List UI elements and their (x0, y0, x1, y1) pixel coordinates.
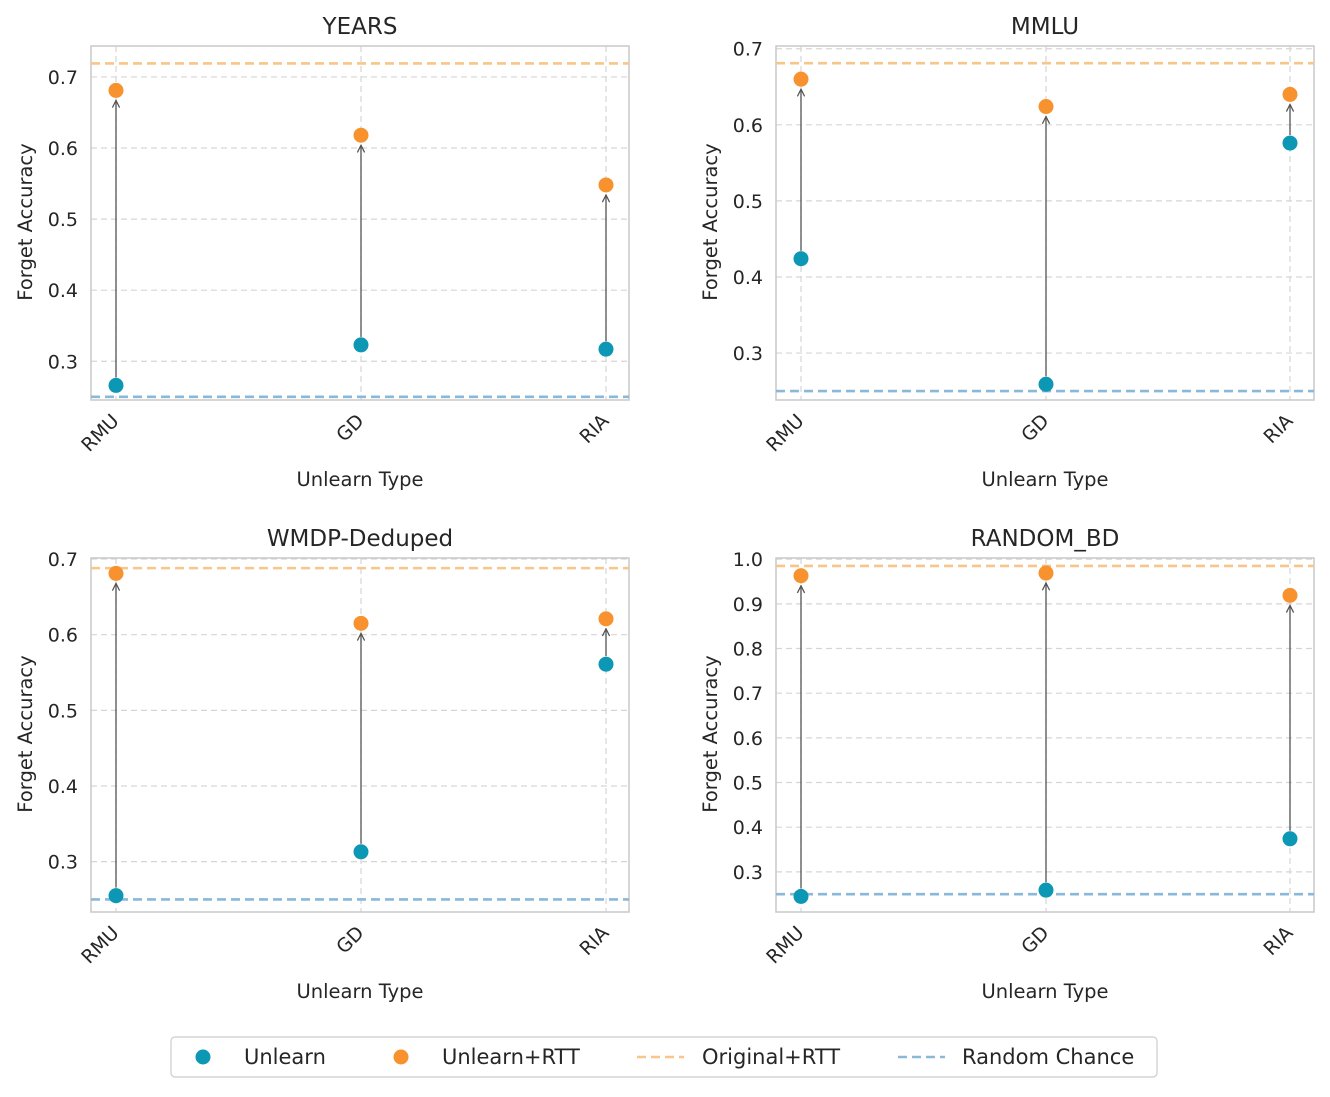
y-tick-label: 0.4 (48, 280, 78, 302)
y-tick-label: 0.3 (48, 852, 78, 874)
unlearn-point (108, 377, 124, 393)
axes-frame (775, 557, 1315, 913)
y-tick-label: 0.3 (733, 862, 763, 884)
y-tick-label: 0.5 (733, 191, 763, 213)
legend-random-chance-label: Random Chance (962, 1045, 1134, 1069)
legend-frame (170, 1036, 1158, 1078)
y-tick-label: 0.6 (48, 138, 78, 160)
unlearn-rtt-point (793, 568, 809, 584)
y-tick-label: 0.3 (733, 343, 763, 365)
subplot-title: MMLU (1011, 14, 1079, 40)
x-tick-label: GD (332, 922, 368, 958)
unlearn-rtt-point (108, 565, 124, 581)
y-tick-label: 0.7 (48, 67, 78, 89)
subplot-wmdp-deduped: 0.3 0.4 0.5 0.6 0.7 RMU GD RIA WMDP-Deduped Unl… (14, 526, 630, 1003)
x-tick-label: GD (332, 410, 368, 446)
unlearn-rtt-point (1038, 99, 1054, 115)
unlearn-rtt-point (353, 127, 369, 143)
legend-unlearn-rtt-label: Unlearn+RTT (442, 1045, 580, 1069)
axes-frame (90, 557, 630, 913)
y-axis-label: Forget Accuracy (699, 655, 722, 812)
y-tick-label: 0.3 (48, 351, 78, 373)
y-tick-label: 0.5 (48, 700, 78, 722)
unlearn-point (353, 844, 369, 860)
y-tick-label: 0.9 (733, 594, 763, 616)
legend-unlearn-marker (195, 1049, 211, 1065)
unlearn-point (1038, 376, 1054, 392)
subplot-title: WMDP-Deduped (267, 526, 453, 552)
y-tick-label: 0.6 (48, 625, 78, 647)
x-axis-label: Unlearn Type (981, 468, 1108, 491)
unlearn-point (793, 888, 809, 904)
y-tick-label: 0.4 (48, 776, 78, 798)
unlearn-rtt-point (1038, 565, 1054, 581)
plot-area: 0.3 0.4 0.5 0.6 0.7 RMU GD RIA (733, 39, 1315, 456)
x-tick-label: RIA (1259, 410, 1297, 448)
unlearn-point (1038, 882, 1054, 898)
y-tick-label: 0.5 (733, 773, 763, 795)
y-axis-label: Forget Accuracy (14, 143, 37, 300)
unlearn-point (1282, 135, 1298, 151)
plot-area: 0.3 0.4 0.5 0.6 0.7 0.8 0.9 1.0 RMU GD RIA (733, 549, 1315, 968)
x-tick-label: RMU (77, 922, 123, 968)
subplot-years: 0.3 0.4 0.5 0.6 0.7 RMU GD RIA YEARS Unlearn Ty… (14, 14, 630, 491)
y-tick-label: 0.7 (733, 683, 763, 705)
unlearn-rtt-point (1282, 86, 1298, 102)
x-axis-label: Unlearn Type (296, 468, 423, 491)
subplot-random-bd: 0.3 0.4 0.5 0.6 0.7 0.8 0.9 1.0 RMU GD RIA RANDOM_… (699, 526, 1315, 1003)
unlearn-rtt-point (598, 177, 614, 193)
axes-frame (775, 45, 1315, 401)
x-tick-label: RIA (575, 922, 613, 960)
x-tick-label: RIA (575, 410, 613, 448)
y-tick-label: 0.6 (733, 728, 763, 750)
unlearn-point (793, 251, 809, 267)
y-tick-label: 0.5 (48, 209, 78, 231)
unlearn-point (598, 656, 614, 672)
y-tick-label: 0.4 (733, 817, 763, 839)
y-axis-label: Forget Accuracy (699, 143, 722, 300)
unlearn-rtt-point (108, 82, 124, 98)
x-tick-label: GD (1017, 410, 1053, 446)
y-tick-label: 0.7 (733, 39, 763, 61)
unlearn-rtt-point (793, 71, 809, 87)
x-tick-label: RMU (762, 922, 808, 968)
unlearn-rtt-point (598, 611, 614, 627)
plot-area: 0.3 0.4 0.5 0.6 0.7 RMU GD RIA (48, 549, 630, 968)
y-tick-label: 1.0 (733, 549, 763, 571)
y-axis-label: Forget Accuracy (14, 655, 37, 812)
unlearn-rtt-point (353, 615, 369, 631)
legend-unlearn-label: Unlearn (244, 1045, 326, 1069)
subplot-mmlu: 0.3 0.4 0.5 0.6 0.7 RMU GD RIA MMLU Unlearn Typ… (699, 14, 1315, 491)
subplot-title: YEARS (322, 14, 398, 40)
legend-unlearn-rtt-marker (393, 1049, 409, 1065)
plot-area: 0.3 0.4 0.5 0.6 0.7 RMU GD RIA (48, 45, 630, 456)
unlearn-point (108, 888, 124, 904)
unlearn-point (598, 341, 614, 357)
y-tick-label: 0.6 (733, 115, 763, 137)
y-tick-label: 0.7 (48, 549, 78, 571)
legend: Unlearn Unlearn+RTT Original+RTT Random … (170, 1036, 1158, 1078)
y-tick-label: 0.8 (733, 639, 763, 661)
x-axis-label: Unlearn Type (296, 980, 423, 1003)
x-tick-label: GD (1017, 922, 1053, 958)
subplot-title: RANDOM_BD (971, 526, 1120, 552)
x-tick-label: RIA (1259, 922, 1297, 960)
unlearn-point (1282, 831, 1298, 847)
axes-frame (90, 45, 630, 401)
x-axis-label: Unlearn Type (981, 980, 1108, 1003)
x-tick-label: RMU (762, 410, 808, 456)
x-tick-label: RMU (77, 410, 123, 456)
unlearn-rtt-point (1282, 587, 1298, 603)
unlearn-point (353, 337, 369, 353)
legend-original-rtt-label: Original+RTT (702, 1045, 840, 1069)
y-tick-label: 0.4 (733, 267, 763, 289)
